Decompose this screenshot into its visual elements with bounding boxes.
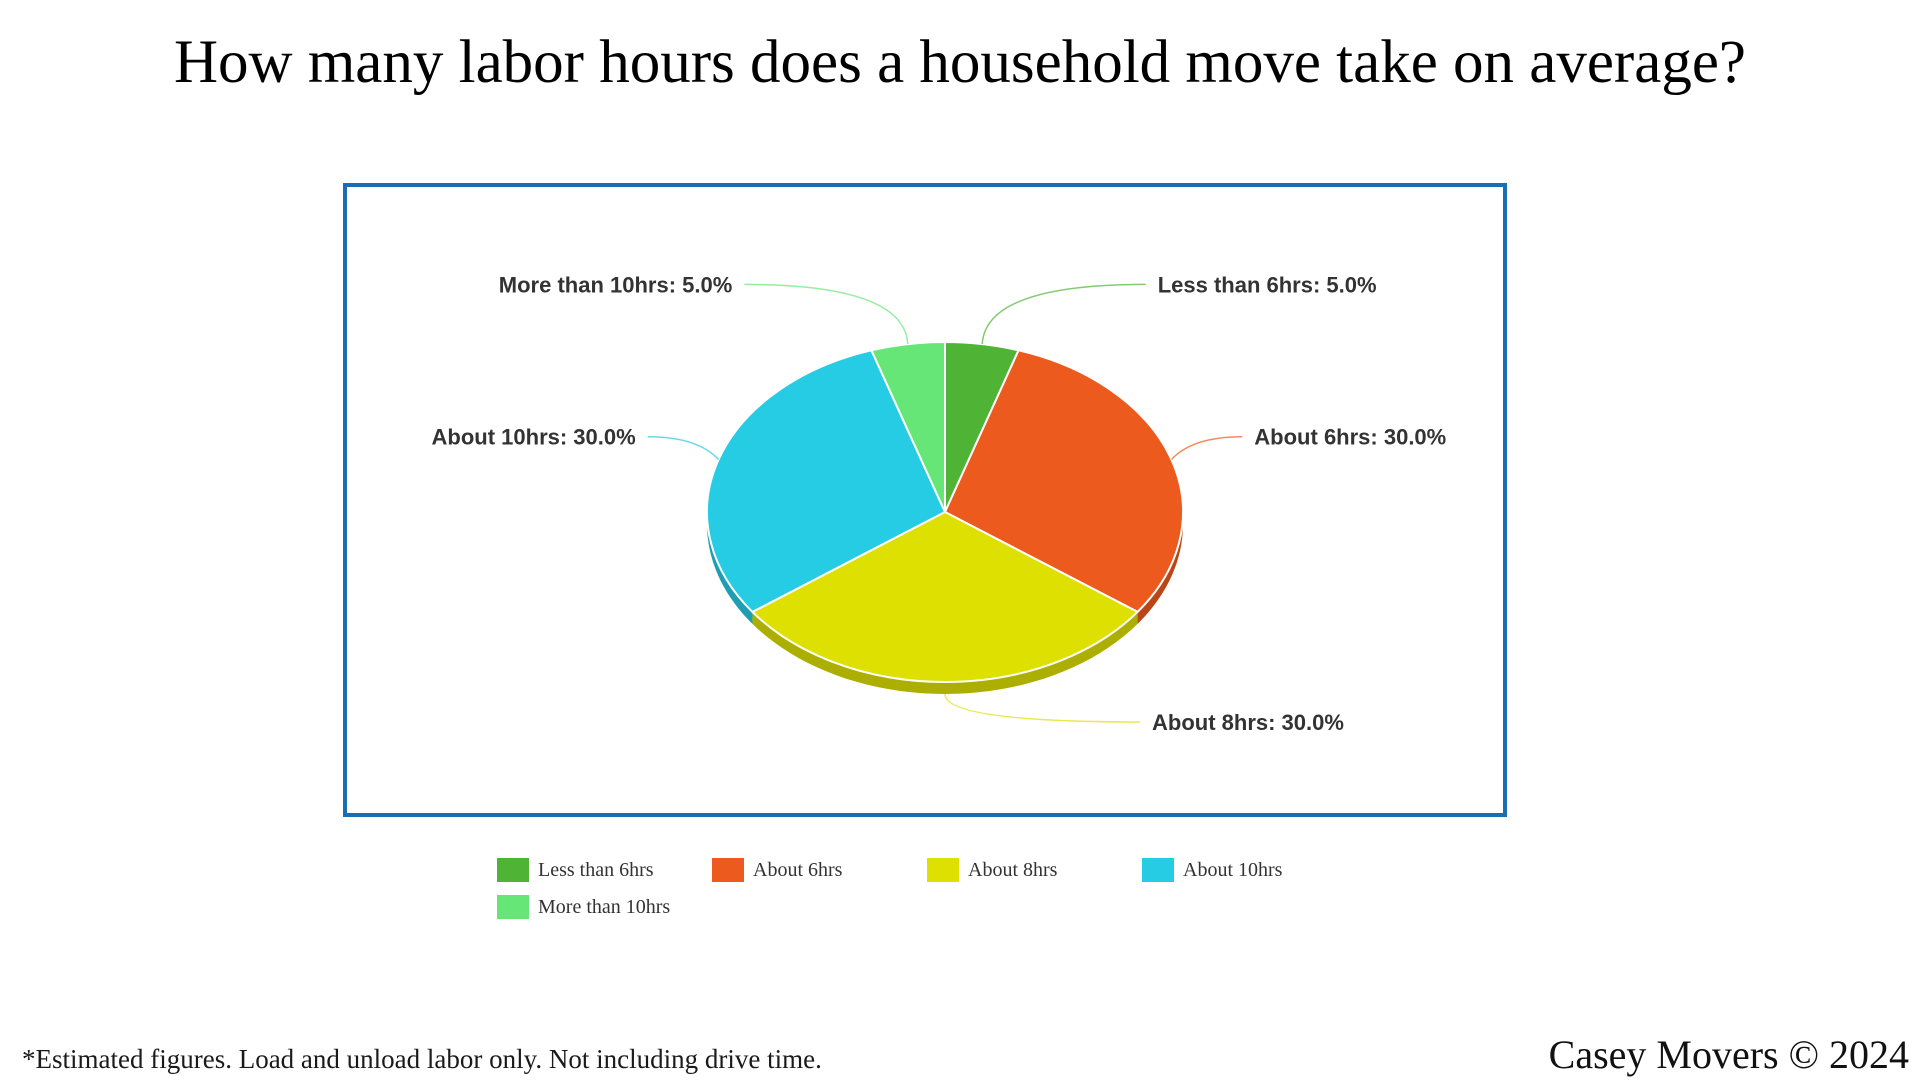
legend-item-about-8hrs[interactable]: About 8hrs bbox=[927, 856, 1057, 884]
label-connector-less-than-6hrs bbox=[981, 283, 1146, 345]
pie-chart: Less than 6hrs: 5.0% About 6hrs: 30.0% Abo… bbox=[432, 272, 1447, 735]
pie-slice-about-6hrs[interactable] bbox=[944, 349, 1184, 613]
slice-label-about-8hrs: About 8hrs: 30.0% bbox=[1152, 710, 1344, 735]
page-title: How many labor hours does a household mo… bbox=[174, 29, 1746, 96]
legend-label: More than 10hrs bbox=[538, 895, 671, 918]
legend-label: Less than 6hrs bbox=[538, 858, 654, 881]
legend-item-about-10hrs[interactable]: About 10hrs bbox=[1142, 856, 1282, 884]
pie-side-walls bbox=[707, 512, 1183, 694]
legend-item-about-6hrs[interactable]: About 6hrs bbox=[712, 856, 842, 884]
legend-swatch bbox=[497, 895, 529, 919]
chart-legend: Less than 6hrs About 6hrs About 8hrs About … bbox=[497, 856, 1417, 936]
label-connector-about-6hrs bbox=[1170, 435, 1243, 461]
footnote: *Estimated figures. Load and unload labo… bbox=[22, 1044, 822, 1074]
pie-side-about-10hrs bbox=[707, 512, 753, 624]
chart-frame: Less than 6hrs: 5.0% About 6hrs: 30.0% Abo… bbox=[343, 183, 1507, 817]
pie-side-about-6hrs bbox=[1137, 512, 1183, 624]
legend-swatch bbox=[712, 858, 744, 882]
slice-label-less-than-6hrs: Less than 6hrs: 5.0% bbox=[1158, 272, 1377, 297]
legend-label: About 6hrs bbox=[753, 858, 843, 881]
legend-label: About 10hrs bbox=[1183, 858, 1283, 881]
legend-swatch bbox=[1142, 858, 1174, 882]
copyright-notice: Casey Movers © 2024 bbox=[1548, 1032, 1909, 1077]
label-connector-more-than-10hrs bbox=[744, 283, 909, 345]
legend-item-less-than-6hrs[interactable]: Less than 6hrs bbox=[497, 856, 654, 884]
legend-label: About 8hrs bbox=[968, 858, 1058, 881]
label-connector-about-10hrs bbox=[647, 435, 720, 461]
legend-item-more-than-10hrs[interactable]: More than 10hrs bbox=[497, 893, 670, 921]
pie-slice-about-8hrs[interactable] bbox=[751, 511, 1139, 683]
label-connector-about-8hrs bbox=[944, 693, 1141, 723]
legend-swatch bbox=[927, 858, 959, 882]
pie-slice-about-10hrs[interactable] bbox=[706, 349, 946, 613]
slice-label-about-10hrs: About 10hrs: 30.0% bbox=[432, 425, 636, 450]
slice-label-more-than-10hrs: More than 10hrs: 5.0% bbox=[499, 272, 733, 297]
pie-side-about-8hrs bbox=[752, 611, 1138, 694]
legend-swatch bbox=[497, 858, 529, 882]
slice-label-about-6hrs: About 6hrs: 30.0% bbox=[1254, 425, 1446, 450]
